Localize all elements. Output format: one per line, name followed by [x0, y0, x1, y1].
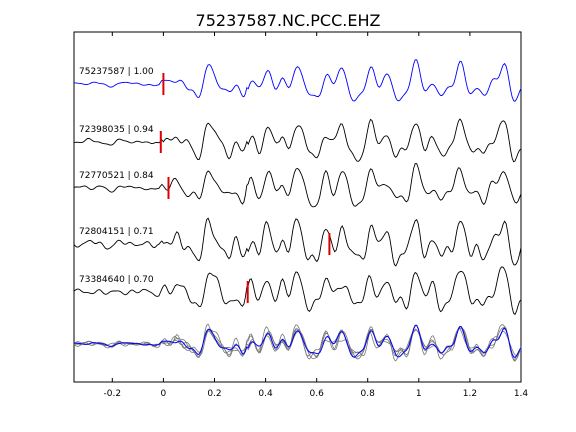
- x-tick-label: 0.2: [207, 389, 221, 399]
- trace-line-72398035: [73, 118, 522, 163]
- trace-line-73384640: [73, 266, 522, 316]
- x-tick-label: 1: [416, 389, 422, 399]
- x-tick-label: 1.4: [514, 389, 529, 399]
- x-tick-label: 0: [161, 389, 167, 399]
- stack-overlay: [73, 323, 522, 362]
- plot-area-frame: [73, 31, 522, 383]
- stack-trace-75237587: [74, 324, 522, 358]
- trace-line-75237587: [74, 59, 522, 102]
- chart-title: 75237587.NC.PCC.EHZ: [196, 11, 381, 30]
- x-tick-label: -0.2: [104, 389, 122, 399]
- x-tick-label: 0.8: [361, 389, 376, 399]
- trace-line-72804151: [73, 217, 522, 267]
- trace-label-72804151: 72804151 | 0.71: [79, 227, 154, 237]
- pick-markers: [159, 73, 331, 303]
- trace-line-72770521: [73, 163, 522, 208]
- trace-label-75237587: 75237587 | 1.00: [79, 67, 154, 77]
- x-axis: -0.2 0 0.2 0.4 0.6 0.8 1 1.2 1.4: [104, 32, 529, 399]
- x-tick-label: 1.2: [463, 389, 477, 399]
- traces-layer: [73, 59, 522, 316]
- trace-label-72770521: 72770521 | 0.84: [79, 171, 154, 181]
- trace-label-72398035: 72398035 | 0.94: [79, 125, 154, 135]
- x-tick-label: 0.4: [258, 389, 273, 399]
- stack-trace-72804151: [73, 323, 522, 362]
- x-tick-label: 0.6: [310, 389, 325, 399]
- stack-trace-73384640: [73, 324, 522, 362]
- trace-label-73384640: 73384640 | 0.70: [79, 275, 154, 285]
- trace-labels: 75237587 | 1.00 72398035 | 0.94 72770521 |…: [79, 67, 154, 285]
